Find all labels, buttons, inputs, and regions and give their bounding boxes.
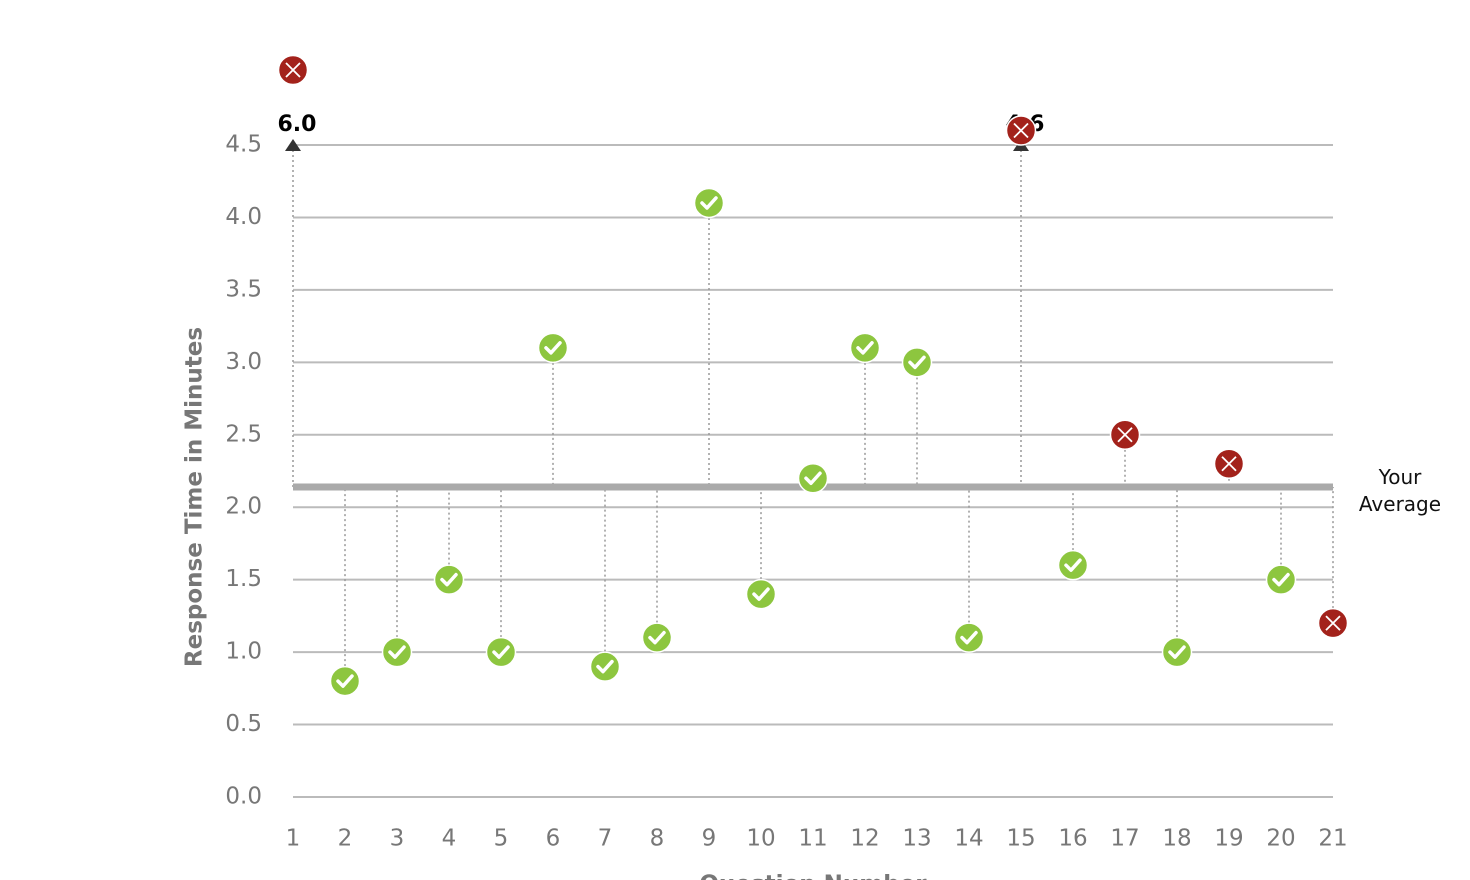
x-tick-label: 9 [702,826,717,852]
check-icon [336,674,354,688]
point-circle [641,622,673,653]
y-tick-label: 3.0 [225,349,262,375]
x-tick-label: 17 [1110,826,1139,852]
point-circle [589,651,621,682]
y-tick-label: 0.0 [225,784,262,810]
point [1265,564,1297,595]
point [1005,115,1037,146]
point-circle [537,332,569,364]
point [1109,419,1141,451]
point [1213,448,1245,480]
check-icon [908,355,926,370]
x-tick-label: 10 [746,826,775,852]
overflow-arrow [285,139,301,151]
check-icon [544,341,562,355]
point [381,636,413,668]
point [641,622,673,653]
point [277,54,309,86]
point [693,187,725,219]
point [433,564,465,595]
x-tick-label: 13 [902,826,931,852]
average-label: Your Average [1358,465,1442,516]
x-tick-label: 12 [850,826,879,852]
x-tick-label: 16 [1058,826,1087,852]
x-tick-label: 11 [798,826,827,852]
x-tick-label: 15 [1006,826,1035,852]
y-axis-label: Response Time in Minutes [182,327,208,667]
point [485,636,517,668]
y-tick-label: 1.5 [225,566,262,592]
point [589,651,621,682]
point-circle [1265,564,1297,595]
point-circle [485,636,517,668]
value-label: 6.0 [278,112,317,137]
check-icon [960,630,978,645]
check-icon [1064,558,1082,572]
x-tick-label: 8 [650,826,665,852]
y-tick-label: 4.0 [225,204,262,230]
check-icon [700,196,718,210]
y-tick-label: 3.5 [225,276,262,302]
x-tick-label: 3 [390,826,405,852]
point-circle [901,347,933,378]
point [849,332,881,364]
point-circle [693,187,725,219]
point-circle [849,332,881,364]
point-circle [953,622,985,653]
x-tick-label: 2 [338,826,353,852]
point-circle [381,636,413,668]
x-icon [1117,427,1133,443]
point [797,462,829,494]
x-icon [1013,122,1029,139]
point [901,347,933,378]
check-icon [1272,572,1290,587]
check-icon [648,630,666,645]
x-tick-label: 19 [1214,826,1243,852]
check-icon [752,587,770,601]
point-circle [1057,549,1089,581]
point-circle [433,564,465,595]
point [1317,607,1349,639]
check-icon [596,659,614,674]
x-axis-label: Question Number [699,872,927,880]
x-tick-label: 14 [954,826,983,852]
point [1161,636,1193,668]
point-circle [745,578,777,610]
point [745,578,777,610]
check-icon [856,341,874,355]
x-tick-label: 7 [598,826,613,852]
y-tick-label: 0.5 [225,711,262,737]
check-icon [440,572,458,587]
x-tick-label: 6 [546,826,561,852]
point-circle [797,462,829,494]
x-tick-label: 5 [494,826,509,852]
x-tick-label: 4 [442,826,457,852]
check-icon [492,645,510,659]
x-tick-label: 21 [1318,826,1347,852]
point [537,332,569,364]
x-icon [1221,456,1237,472]
x-tick-label: 20 [1266,826,1295,852]
check-icon [388,645,406,659]
x-tick-label: 1 [286,826,301,852]
y-tick-label: 1.0 [225,639,262,665]
point [1057,549,1089,581]
point [329,665,361,697]
point-circle [329,665,361,697]
check-icon [804,471,822,485]
x-tick-label: 18 [1162,826,1191,852]
point-circle [1161,636,1193,668]
y-tick-label: 4.5 [225,132,262,158]
x-icon [285,62,301,78]
point [953,622,985,653]
x-icon [1325,615,1341,631]
check-icon [1168,645,1186,659]
y-tick-label: 2.5 [225,421,262,447]
y-tick-label: 2.0 [225,494,262,520]
